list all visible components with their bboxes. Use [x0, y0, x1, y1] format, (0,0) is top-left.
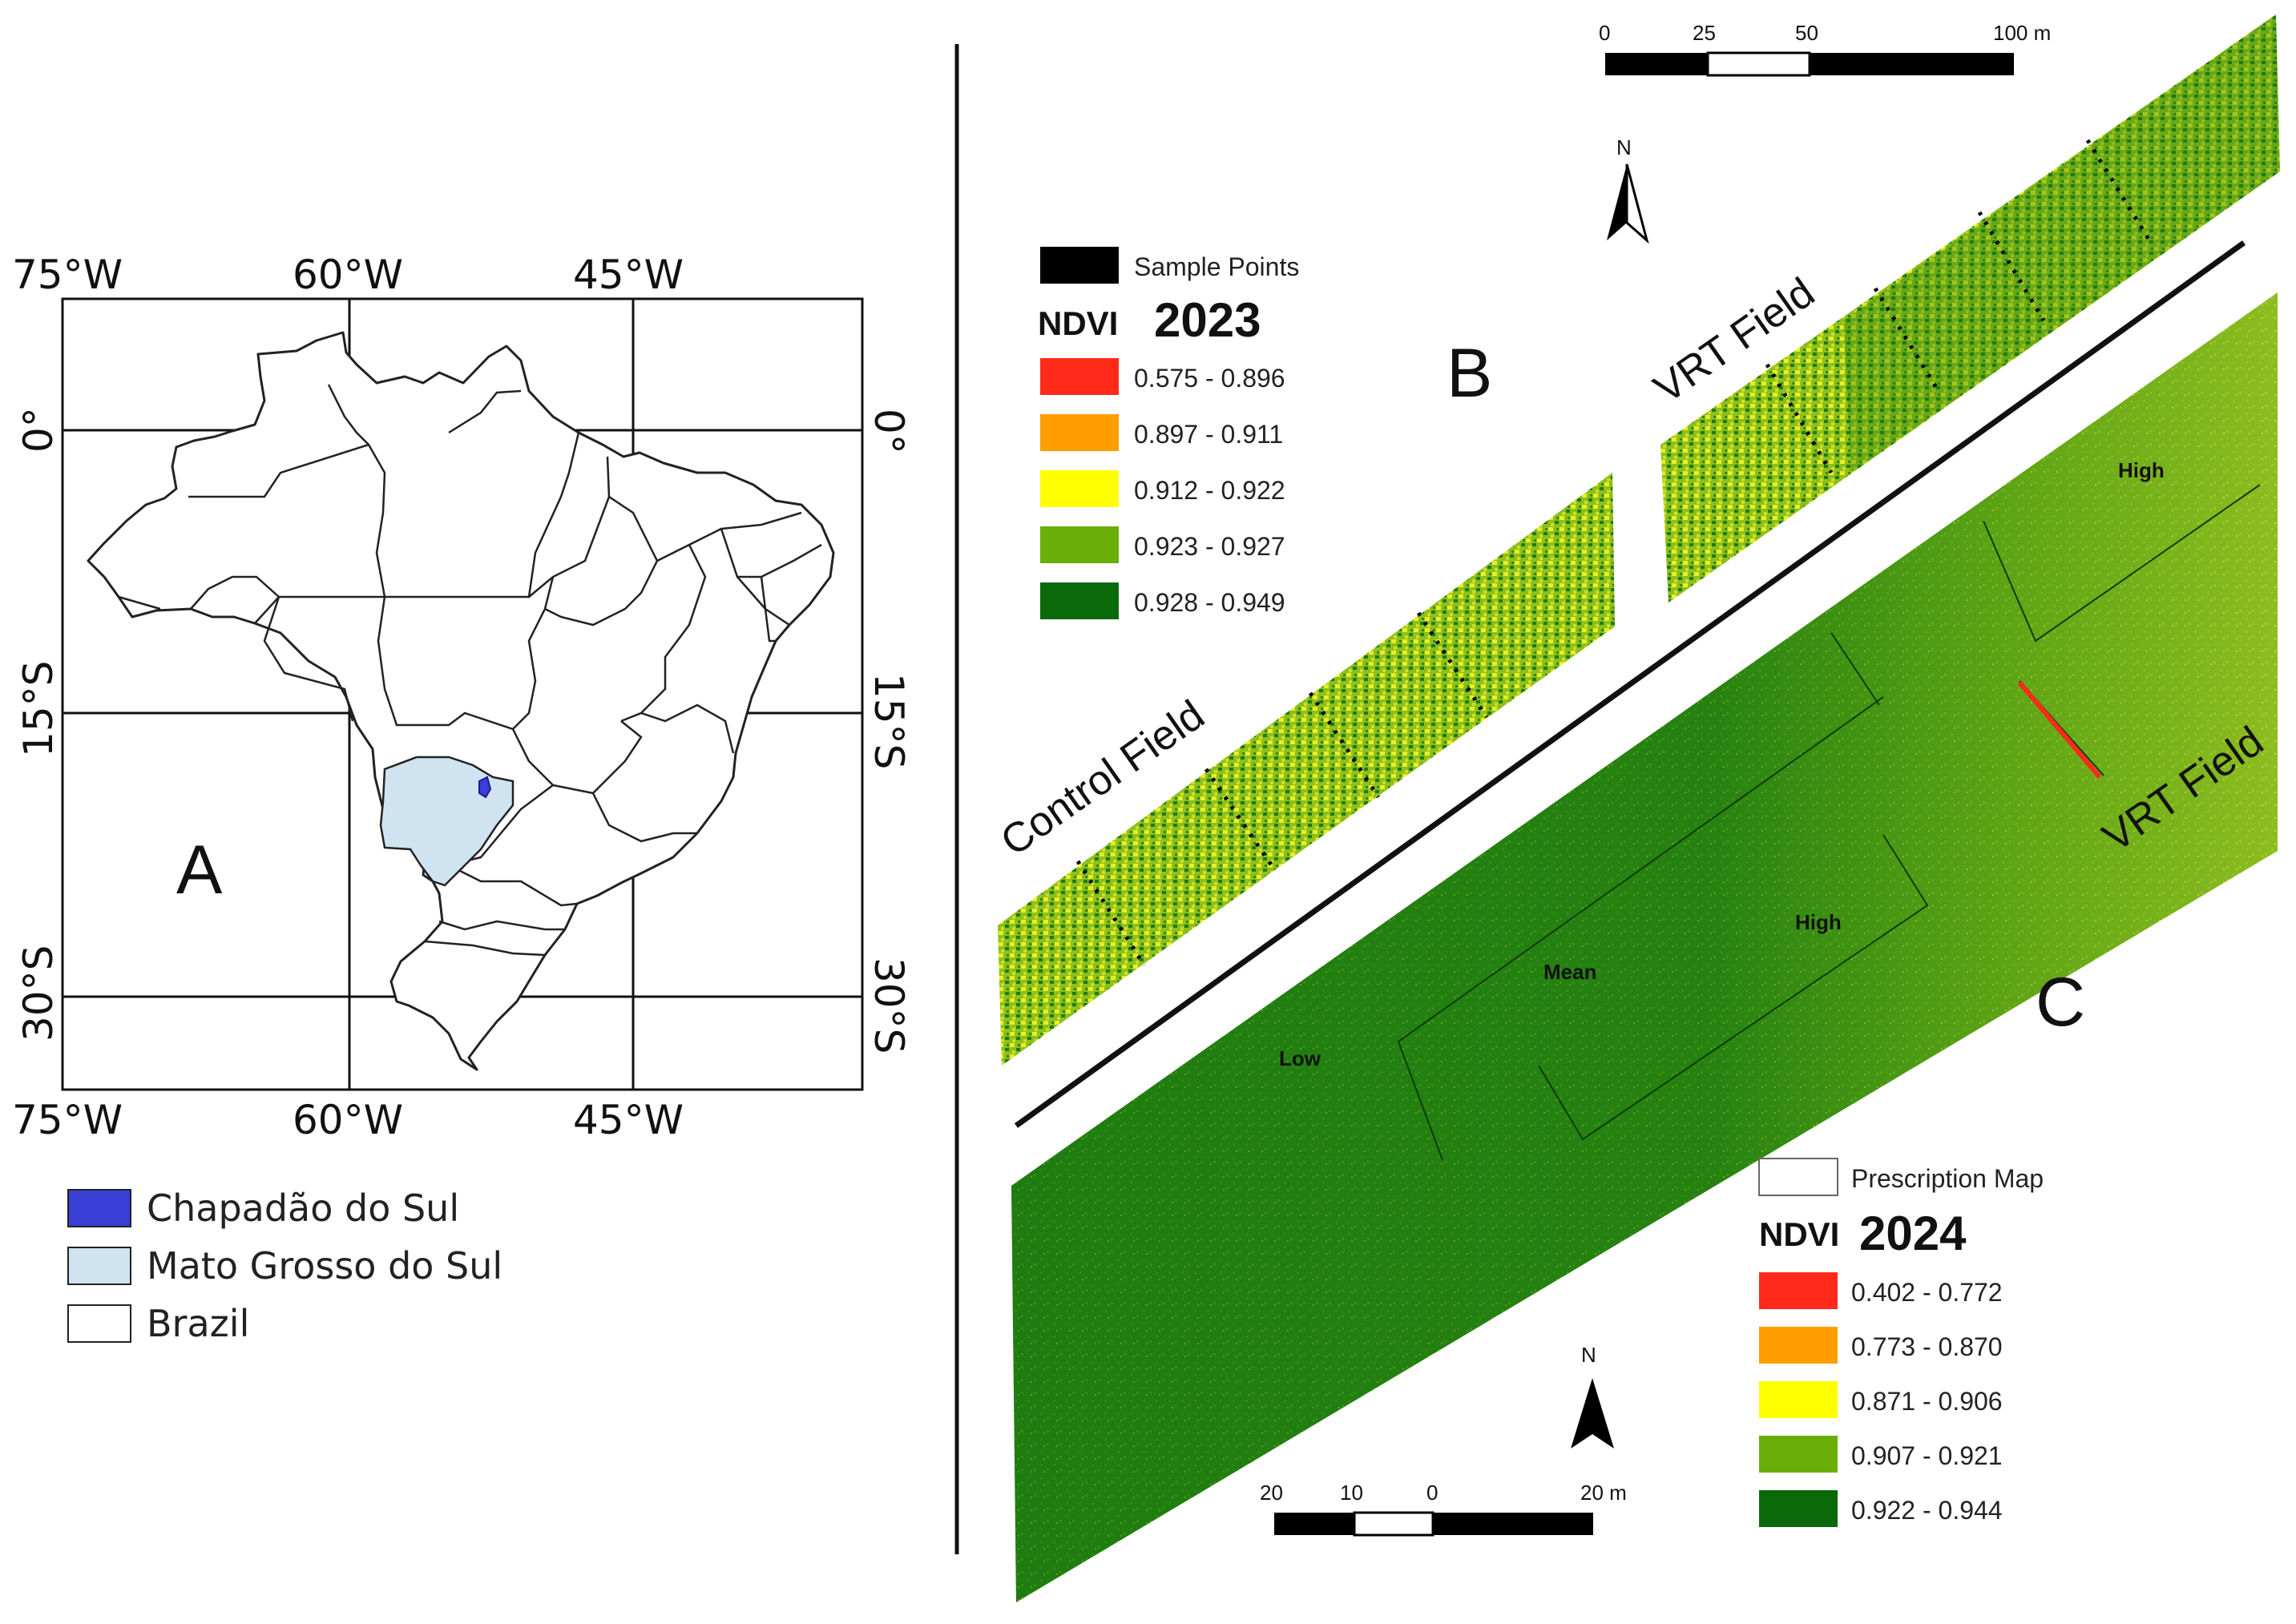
vrt-field-2023-shade: [1843, 14, 2280, 473]
lat-label-left: 15°S: [15, 661, 62, 757]
legend-swatch-sample-points: [1040, 247, 1119, 284]
legend-class-label: 0.928 - 0.949: [1134, 588, 1285, 617]
north-label: N: [1616, 135, 1632, 159]
panel-a-letter: A: [176, 832, 223, 909]
legend-swatch-class-5: [1040, 582, 1119, 619]
lat-label-left: 0°: [15, 407, 62, 453]
vrt-field-2024-texture: [1011, 292, 2278, 1602]
lon-label-bottom: 60°W: [293, 1097, 403, 1143]
legend-swatch-class-3: [1040, 470, 1119, 507]
north-arrow-c: N: [1571, 1343, 1614, 1449]
control-field-raster: [998, 473, 1615, 1066]
north-arrow-icon: [1571, 1378, 1592, 1449]
panel-bc-divider: [1014, 240, 2246, 1128]
panel-b-letter: B: [1447, 335, 1492, 412]
lon-label-top: 75°W: [12, 252, 123, 298]
scale-label: 25: [1693, 21, 1716, 45]
red-edge: [2017, 681, 2102, 779]
lon-label-top: 60°W: [293, 252, 403, 298]
state-borders: [118, 384, 822, 957]
panel-c-letter: C: [2036, 964, 2085, 1041]
zone-label-high: High: [2118, 458, 2165, 482]
zone-label-high: High: [1795, 910, 1842, 934]
lat-label-right: 30°S: [866, 957, 912, 1054]
panel-b-map: Control Field VRT Field B 0 25 50 100 m …: [993, 14, 2280, 1128]
legend-label-sample-points: Sample Points: [1134, 252, 1299, 281]
legend-index-label: NDVI: [1038, 304, 1118, 342]
legend-class-label: 0.912 - 0.922: [1134, 476, 1285, 505]
legend-swatch-class-3: [1759, 1381, 1838, 1418]
vrt-field-2023-raster: [1660, 14, 2280, 602]
north-label: N: [1581, 1343, 1596, 1367]
zone-label-mean: Mean: [1543, 960, 1596, 984]
legend-swatch-class-1: [1040, 358, 1119, 395]
north-arrow-icon-outline: [1625, 163, 1649, 244]
scale-label: 20 m: [1580, 1481, 1627, 1505]
legend-year-label: 2023: [1154, 293, 1261, 347]
legend-class-label: 0.923 - 0.927: [1134, 532, 1285, 561]
legend-class-label: 0.575 - 0.896: [1134, 364, 1285, 393]
brazil-outline: [87, 331, 835, 1071]
panel-a-legend: Chapadão do Sul Mato Grosso do Sul Brazi…: [67, 1187, 502, 1345]
legend-class-label: 0.402 - 0.772: [1851, 1278, 2003, 1307]
legend-class-label: 0.897 - 0.911: [1134, 420, 1283, 449]
legend-label-prescription: Prescription Map: [1851, 1164, 2044, 1193]
lat-label-right: 15°S: [866, 673, 912, 769]
north-arrow-b: N: [1607, 135, 1649, 244]
legend-index-label: NDVI: [1759, 1215, 1839, 1253]
legend-year-label: 2024: [1859, 1207, 1967, 1260]
legend-swatch-class-5: [1759, 1490, 1838, 1527]
panel-a-map: 75°W 60°W 45°W 75°W 60°W 45°W 0° 15°S 30…: [12, 252, 912, 1345]
legend-swatch-class-2: [1040, 414, 1119, 451]
legend-class-label: 0.922 - 0.944: [1851, 1496, 2003, 1525]
legend-swatch-brazil: [67, 1304, 131, 1343]
north-arrow-icon: [1607, 164, 1627, 240]
legend-label-brazil: Brazil: [147, 1302, 249, 1345]
legend-label-ms: Mato Grosso do Sul: [147, 1244, 502, 1288]
legend-swatch-ms: [67, 1247, 131, 1285]
legend-swatch-class-2: [1759, 1327, 1838, 1364]
lon-label-bottom: 45°W: [573, 1097, 684, 1143]
lat-label-right: 0°: [866, 409, 912, 454]
legend-swatch-class-1: [1759, 1272, 1838, 1309]
lon-label-top: 45°W: [573, 252, 684, 298]
lat-label-left: 30°S: [15, 945, 62, 1042]
legend-swatch-chapadao: [67, 1189, 131, 1227]
sample-point-transects: [1075, 139, 2154, 967]
north-arrow-icon-outline: [1592, 1378, 1614, 1449]
legend-swatch-class-4: [1759, 1436, 1838, 1473]
scale-label: 100 m: [1993, 21, 2051, 45]
scale-label: 10: [1340, 1481, 1363, 1505]
lon-label-bottom: 75°W: [12, 1097, 123, 1143]
legend-swatch-class-4: [1040, 526, 1119, 563]
legend-class-label: 0.773 - 0.870: [1851, 1332, 2003, 1361]
panel-b-legend: Sample Points NDVI 2023 0.575 - 0.896 0.…: [1038, 247, 1299, 619]
legend-label-chapadao: Chapadão do Sul: [147, 1187, 459, 1230]
panel-c-map: Low Mean High High VRT Field C N 20 10 0…: [1011, 292, 2278, 1602]
legend-swatch-prescription: [1758, 1158, 1838, 1196]
scale-bar-b: 0 25 50 100 m: [1599, 21, 2051, 77]
scale-label: 0: [1599, 21, 1610, 45]
legend-class-label: 0.907 - 0.921: [1851, 1441, 2003, 1470]
panel-c-legend: Prescription Map NDVI 2024 0.402 - 0.772…: [1758, 1158, 2044, 1527]
zone-label-low: Low: [1279, 1046, 1322, 1070]
scale-bar-c: 20 10 0 20 m: [1260, 1481, 1627, 1537]
scale-label: 0: [1426, 1481, 1438, 1505]
legend-class-label: 0.871 - 0.906: [1851, 1387, 2003, 1416]
scale-label: 20: [1260, 1481, 1283, 1505]
scale-label: 50: [1795, 21, 1818, 45]
chapadao-do-sul-region: [478, 776, 492, 799]
